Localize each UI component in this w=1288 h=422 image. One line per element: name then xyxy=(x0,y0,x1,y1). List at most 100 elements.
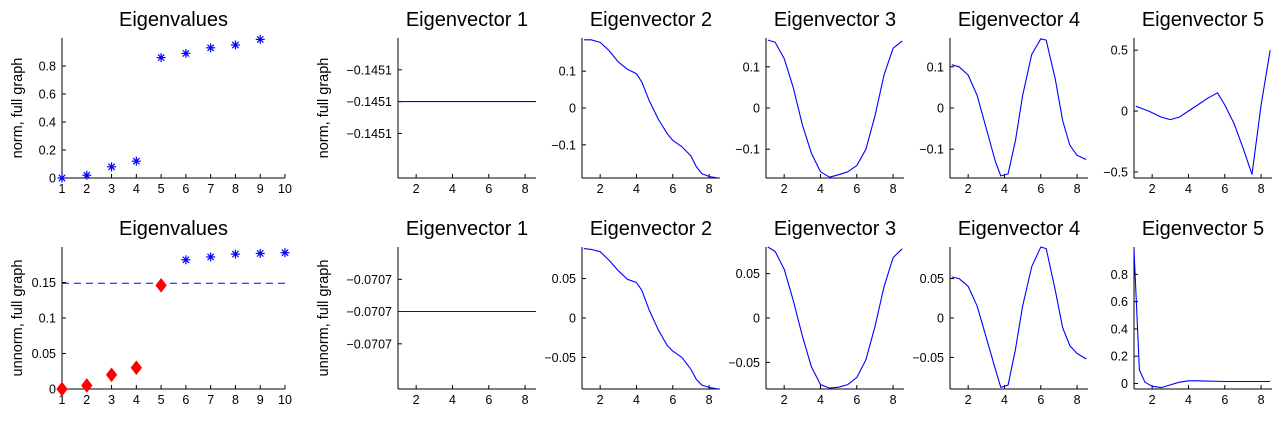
star-stroke xyxy=(157,54,165,62)
y-tick-label: 0.6 xyxy=(39,88,56,102)
x-tick-label: 8 xyxy=(706,182,713,196)
x-tick-label: 6 xyxy=(1221,393,1228,407)
subplot-title: Eigenvector 5 xyxy=(1142,9,1264,31)
y-tick-label: 0 xyxy=(49,172,56,186)
star-stroke xyxy=(182,256,190,264)
subplot-title: Eigenvector 3 xyxy=(774,9,896,31)
subplot-r2c4: Eigenvector 3 2 4 6 8 0.05 0 −0.05 xyxy=(728,218,904,407)
x-tick-label: 8 xyxy=(232,182,239,196)
x-tick-label: 6 xyxy=(669,393,676,407)
data-point-star xyxy=(230,249,240,259)
y-tick-label: −0.1 xyxy=(735,143,760,157)
data-point-star xyxy=(255,248,265,258)
y-tick-label: −0.0707 xyxy=(346,273,392,287)
x-tick-label: 2 xyxy=(1149,182,1156,196)
x-tick-label: 4 xyxy=(1185,182,1192,196)
y-tick-label: 0.5 xyxy=(1111,44,1128,58)
star-stroke xyxy=(256,249,264,257)
x-tick-label: 8 xyxy=(232,393,239,407)
x-tick-label: 4 xyxy=(633,393,640,407)
y-tick-label: 0.4 xyxy=(1111,322,1128,336)
subplot-title: Eigenvector 1 xyxy=(406,218,528,240)
y-tick-label: −0.1 xyxy=(919,143,944,157)
subplot-title: Eigenvalues xyxy=(119,9,228,31)
data-point-diamond xyxy=(155,278,167,293)
y-tick-label: 0.05 xyxy=(736,267,760,281)
star-stroke xyxy=(83,171,91,179)
x-tick-label: 6 xyxy=(853,182,860,196)
x-tick-label: 10 xyxy=(278,182,292,196)
y-axis-label: norm, full graph xyxy=(316,58,332,159)
x-tick-label: 5 xyxy=(158,393,165,407)
y-axis-label: unnorm, full graph xyxy=(316,260,332,377)
y-tick-label: 0 xyxy=(569,102,576,116)
y-tick-label: −0.5 xyxy=(1103,165,1128,179)
x-tick-label: 8 xyxy=(890,182,897,196)
subplot-r1c4: Eigenvector 3 2 4 6 8 0.1 0 −0.1 xyxy=(735,9,904,196)
x-tick-label: 2 xyxy=(83,182,90,196)
star-stroke xyxy=(207,253,215,261)
star-stroke xyxy=(231,250,240,258)
x-tick-label: 3 xyxy=(108,393,115,407)
subplot-r1c6: Eigenvector 5 2 4 6 8 0.5 0 −0.5 xyxy=(1103,9,1272,196)
x-tick-label: 6 xyxy=(485,393,492,407)
y-tick-label: 0.1 xyxy=(559,65,576,79)
subplot-r1c1: Eigenvalues norm, full graph 1 2 3 4 5 6 7 8 9 10 0 0… xyxy=(10,9,292,196)
y-tick-label: 0 xyxy=(1121,377,1128,391)
x-tick-label: 2 xyxy=(781,393,788,407)
series-line xyxy=(767,39,903,178)
subplot-r2c2: Eigenvector 1 unnorm, full graph 2 4 6 8 −0.07… xyxy=(316,218,536,407)
y-tick-label: 0 xyxy=(937,102,944,116)
subplot-title: Eigenvector 4 xyxy=(958,9,1080,31)
x-tick-label: 6 xyxy=(853,393,860,407)
series-line xyxy=(951,246,1087,388)
y-axis-label: norm, full graph xyxy=(10,58,26,159)
y-tick-label: 0.2 xyxy=(1111,350,1128,364)
x-tick-label: 6 xyxy=(1037,393,1044,407)
subplot-title: Eigenvalues xyxy=(119,218,228,240)
series-line xyxy=(1135,50,1271,175)
x-tick-label: 10 xyxy=(278,393,292,407)
data-point-star xyxy=(255,34,265,44)
y-tick-label: −0.05 xyxy=(544,351,576,365)
y-tick-label: −0.1451 xyxy=(346,127,392,141)
star-stroke xyxy=(107,163,116,171)
y-tick-label: 0.2 xyxy=(39,144,56,158)
data-point-star xyxy=(156,53,166,63)
y-tick-label: −0.1451 xyxy=(346,95,392,109)
y-tick-label: −0.1 xyxy=(551,138,576,152)
y-tick-label: 0.8 xyxy=(39,60,56,74)
x-tick-label: 4 xyxy=(1185,393,1192,407)
data-point-star xyxy=(181,255,191,265)
data-point-diamond xyxy=(56,381,68,397)
y-tick-label: 0.05 xyxy=(32,347,56,361)
x-tick-label: 4 xyxy=(449,182,456,196)
subplot-title: Eigenvector 4 xyxy=(958,218,1080,240)
y-tick-label: 0.1 xyxy=(927,60,944,74)
x-tick-label: 6 xyxy=(1037,182,1044,196)
star-stroke xyxy=(58,174,66,182)
data-point-star xyxy=(280,248,290,258)
y-tick-label: 0 xyxy=(753,312,760,326)
y-tick-label: −0.1451 xyxy=(346,63,392,77)
data-point-star xyxy=(181,48,191,58)
x-tick-label: 1 xyxy=(59,182,66,196)
star-stroke xyxy=(182,49,190,57)
y-tick-label: 0.6 xyxy=(1111,295,1128,309)
subplot-r2c3: Eigenvector 2 2 4 6 8 0.05 0 −0.05 xyxy=(544,218,720,407)
y-tick-label: −0.0707 xyxy=(346,337,392,351)
x-tick-label: 6 xyxy=(485,182,492,196)
y-tick-label: 0.15 xyxy=(32,276,56,290)
x-tick-label: 4 xyxy=(1001,393,1008,407)
y-tick-label: 0.1 xyxy=(743,60,760,74)
data-point-diamond xyxy=(105,367,118,383)
x-tick-label: 3 xyxy=(108,182,115,196)
subplot-title: Eigenvector 3 xyxy=(774,218,896,240)
y-tick-label: −0.0707 xyxy=(346,305,392,319)
subplot-title: Eigenvector 2 xyxy=(590,9,712,31)
x-tick-label: 8 xyxy=(890,393,897,407)
x-tick-label: 4 xyxy=(449,393,456,407)
data-point-star xyxy=(82,170,92,180)
data-point-star xyxy=(57,173,67,183)
